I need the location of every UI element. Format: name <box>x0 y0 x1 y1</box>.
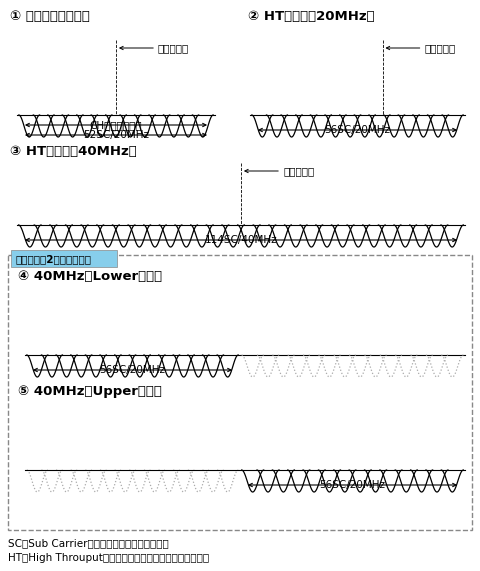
Text: SC：Sub Carrier、サブキャリア（副搬送波）: SC：Sub Carrier、サブキャリア（副搬送波） <box>8 538 169 548</box>
Text: ② HTモード（20MHz）: ② HTモード（20MHz） <box>248 10 374 23</box>
Text: 中心周波数: 中心周波数 <box>424 43 456 53</box>
Text: ④ 40MHzのLowerモード: ④ 40MHzのLowerモード <box>18 270 162 283</box>
Text: 52SC/20MHz: 52SC/20MHz <box>83 130 149 140</box>
Text: 56SC/20MHz: 56SC/20MHz <box>324 125 391 135</box>
Text: ⑤ 40MHzのUpperモード: ⑤ 40MHzのUpperモード <box>18 385 162 398</box>
Text: ① レガシー・モード: ① レガシー・モード <box>10 10 90 23</box>
Text: ③ HTモード（40MHz）: ③ HTモード（40MHz） <box>10 145 137 158</box>
Text: 56SC/20MHz: 56SC/20MHz <box>99 365 166 375</box>
Text: HT：High Throuput、ハイ・スループット（高実効速度）: HT：High Throuput、ハイ・スループット（高実効速度） <box>8 553 209 563</box>
Text: レガシーの2チャネル配置: レガシーの2チャネル配置 <box>15 254 91 264</box>
Text: 56SC/20MHz: 56SC/20MHz <box>320 480 385 490</box>
Text: 114SC/40MHz: 114SC/40MHz <box>204 235 277 245</box>
Text: CH（チャネル）: CH（チャネル） <box>90 120 142 130</box>
Text: 中心周波数: 中心周波数 <box>158 43 189 53</box>
FancyBboxPatch shape <box>11 250 117 267</box>
Text: 中心周波数: 中心周波数 <box>283 166 314 176</box>
